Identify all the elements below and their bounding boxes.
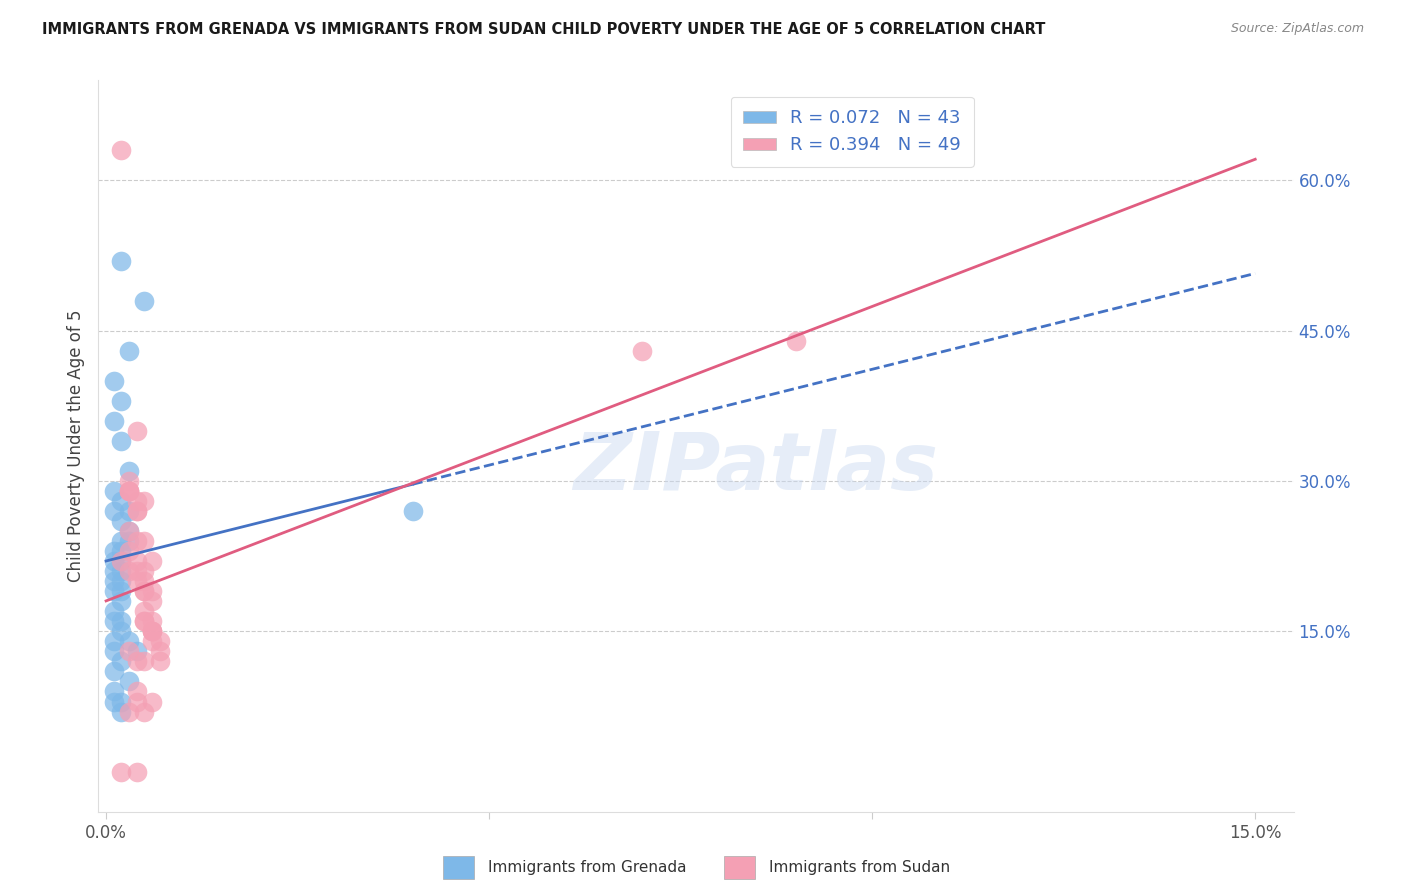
Point [118,484,141,499]
Point [631,343,654,358]
Point [125,655,148,669]
Point [110,554,132,568]
Point [118,674,141,689]
Point [103,554,125,568]
Point [118,484,141,499]
Point [110,615,132,629]
Point [134,615,156,629]
Point [110,514,132,528]
Point [125,684,148,698]
Point [110,584,132,599]
Point [110,764,132,779]
Point [134,574,156,589]
Point [103,504,125,518]
Point [103,574,125,589]
Point [110,705,132,719]
Point [110,544,132,558]
Point [118,474,141,488]
Point [141,634,163,648]
Point [103,484,125,499]
Point [134,293,156,308]
Point [103,414,125,428]
Point [134,564,156,578]
Point [110,494,132,508]
Point [110,574,132,589]
Point [134,584,156,599]
Point [134,534,156,549]
Point [118,504,141,518]
Point [110,655,132,669]
Point [141,624,163,639]
Point [134,494,156,508]
Point [110,594,132,608]
Point [110,434,132,448]
Point [103,544,125,558]
Point [110,624,132,639]
Point [118,634,141,648]
Legend: R = 0.072   N = 43, R = 0.394   N = 49: R = 0.072 N = 43, R = 0.394 N = 49 [731,96,974,167]
Point [785,334,807,348]
Point [125,644,148,658]
Point [125,504,148,518]
Text: Source: ZipAtlas.com: Source: ZipAtlas.com [1230,22,1364,36]
Point [110,144,132,158]
Point [118,705,141,719]
Text: IMMIGRANTS FROM GRENADA VS IMMIGRANTS FROM SUDAN CHILD POVERTY UNDER THE AGE OF : IMMIGRANTS FROM GRENADA VS IMMIGRANTS FR… [42,22,1046,37]
Point [125,424,148,438]
Point [125,504,148,518]
Point [110,253,132,268]
Point [103,634,125,648]
Point [118,464,141,478]
Text: ZIPatlas: ZIPatlas [574,429,938,507]
Point [118,644,141,658]
Point [118,544,141,558]
Point [118,343,141,358]
Point [141,694,163,708]
Point [149,655,172,669]
Point [125,534,148,549]
Point [103,665,125,679]
Point [110,534,132,549]
Y-axis label: Child Poverty Under the Age of 5: Child Poverty Under the Age of 5 [66,310,84,582]
Point [110,564,132,578]
Point [110,554,132,568]
Point [401,504,423,518]
Point [134,604,156,618]
Point [103,644,125,658]
Point [118,524,141,538]
Point [141,624,163,639]
Point [110,393,132,408]
Point [118,564,141,578]
Point [134,615,156,629]
Point [103,694,125,708]
Point [141,624,163,639]
Point [118,534,141,549]
Point [118,524,141,538]
Point [125,494,148,508]
Point [103,615,125,629]
Point [141,584,163,599]
Point [103,604,125,618]
Point [118,484,141,499]
Point [103,684,125,698]
Point [141,594,163,608]
Point [103,374,125,388]
Point [125,574,148,589]
Text: Immigrants from Grenada: Immigrants from Grenada [488,860,686,875]
Point [125,694,148,708]
Point [134,705,156,719]
Point [134,655,156,669]
Point [110,694,132,708]
Point [149,634,172,648]
Point [103,564,125,578]
Point [141,615,163,629]
Point [125,564,148,578]
Point [134,584,156,599]
Point [149,644,172,658]
Point [103,584,125,599]
Text: Immigrants from Sudan: Immigrants from Sudan [769,860,950,875]
Point [125,554,148,568]
Point [125,764,148,779]
Point [141,554,163,568]
